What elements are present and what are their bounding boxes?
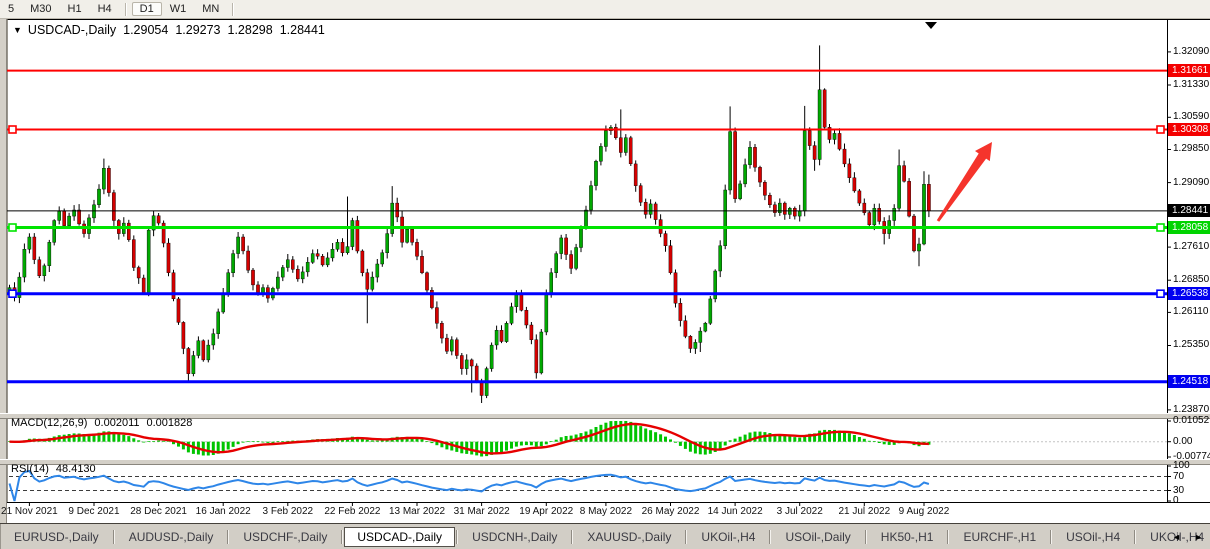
date-axis-label: 8 May 2022 bbox=[579, 506, 633, 517]
chevron-down-icon[interactable]: ▼ bbox=[13, 25, 22, 35]
chart-tab-usdchf-daily[interactable]: USDCHF-,Daily bbox=[243, 529, 328, 544]
date-axis-label: 9 Aug 2022 bbox=[898, 506, 950, 517]
chart-tab-usdcnh-daily[interactable]: USDCNH-,Daily bbox=[472, 529, 558, 544]
tab-bar-corner bbox=[0, 524, 1, 549]
chart-symbol-label: USDCAD-,Daily bbox=[27, 23, 117, 37]
tab-separator bbox=[227, 529, 230, 544]
date-axis-label: 13 Mar 2022 bbox=[388, 506, 446, 517]
tab-separator bbox=[864, 529, 867, 544]
date-axis-label: 22 Feb 2022 bbox=[324, 506, 381, 517]
timeframe-toolbar: 5 M30 H1 H4 D1 W1 MN bbox=[0, 0, 1210, 19]
pane-separator-macd[interactable] bbox=[0, 413, 1210, 419]
tab-separator bbox=[1134, 529, 1137, 544]
tab-separator bbox=[341, 529, 344, 544]
chart-title: ▼ USDCAD-,Daily 1.29054 1.29273 1.28298 … bbox=[13, 23, 325, 37]
chart-tab-eurchf-h1[interactable]: EURCHF-,H1 bbox=[963, 529, 1037, 544]
date-axis-label: 28 Dec 2021 bbox=[130, 506, 187, 517]
timeframe-button-mn[interactable]: MN bbox=[202, 3, 220, 15]
macd-label: MACD(12,26,9) 0.002011 0.001828 bbox=[11, 417, 192, 429]
date-axis-label: 14 Jun 2022 bbox=[707, 506, 763, 517]
pane-separator-rsi[interactable] bbox=[0, 459, 1210, 465]
chart-tab-ukoil-h4[interactable]: UKOil-,H4 bbox=[701, 529, 756, 544]
tab-separator bbox=[947, 529, 950, 544]
ohlc-low: 1.28298 bbox=[227, 23, 273, 37]
chart-tab-usdcad-daily[interactable]: USDCAD-,Daily bbox=[344, 526, 456, 547]
chart-plot-area[interactable] bbox=[8, 20, 1167, 502]
tab-separator bbox=[1050, 529, 1053, 544]
timeframe-button-d1[interactable]: D1 bbox=[131, 2, 162, 16]
time-axis[interactable]: 21 Nov 2021 9 Dec 2021 28 Dec 2021 16 Jan 2… bbox=[0, 503, 1210, 523]
date-axis-label: 3 Jul 2022 bbox=[776, 506, 823, 517]
ohlc-close: 1.28441 bbox=[279, 23, 325, 37]
ohlc-open: 1.29054 bbox=[123, 23, 169, 37]
tab-separator bbox=[456, 529, 459, 544]
date-axis-label: 26 May 2022 bbox=[641, 506, 700, 517]
date-axis-label: 16 Jan 2022 bbox=[195, 506, 251, 517]
macd-name: MACD(12,26,9) bbox=[11, 417, 88, 429]
tab-scroll-left-icon[interactable]: ◄ bbox=[1172, 532, 1182, 542]
chart-tab-usoil-daily[interactable]: USOil-,Daily bbox=[785, 529, 851, 544]
tab-separator bbox=[685, 529, 688, 544]
rsi-value: 48.4130 bbox=[55, 463, 96, 475]
timeframe-button-h1[interactable]: H1 bbox=[67, 3, 82, 15]
chart-tab-hk50-h1[interactable]: HK50-,H1 bbox=[880, 529, 934, 544]
chart-tab-bar: EURUSD-,Daily AUDUSD-,Daily USDCHF-,Daily U… bbox=[0, 523, 1210, 549]
rsi-name: RSI(14) bbox=[11, 463, 49, 475]
macd-signal-value: 0.001828 bbox=[146, 417, 193, 429]
chart-tab-usoil-h4[interactable]: USOil-,H4 bbox=[1066, 529, 1121, 544]
chart-tab-ukoil-h4[interactable]: UKOil-,H4 bbox=[1150, 529, 1205, 544]
ohlc-high: 1.29273 bbox=[175, 23, 221, 37]
macd-main-value: 0.002011 bbox=[94, 417, 140, 429]
timeframe-button-5[interactable]: 5 bbox=[8, 3, 15, 15]
tab-separator bbox=[769, 529, 772, 544]
tab-separator bbox=[571, 529, 574, 544]
chart-tab-xauusd-daily[interactable]: XAUUSD-,Daily bbox=[587, 529, 672, 544]
tab-scroll-right-icon[interactable]: ► bbox=[1194, 532, 1203, 542]
chart-tab-eurusd-daily[interactable]: EURUSD-,Daily bbox=[14, 529, 99, 544]
toolbar-separator bbox=[124, 2, 127, 16]
toolbar-separator bbox=[232, 2, 235, 16]
tab-scroll-arrows: ◄ ► bbox=[1172, 532, 1203, 542]
chart-tab-audusd-daily[interactable]: AUDUSD-,Daily bbox=[128, 529, 214, 544]
date-axis-label: 31 Mar 2022 bbox=[453, 506, 510, 517]
date-axis-label: 21 Jul 2022 bbox=[838, 506, 891, 517]
window-left-frame bbox=[0, 19, 7, 523]
timeframe-button-m30[interactable]: M30 bbox=[30, 3, 52, 15]
date-axis-label: 3 Feb 2022 bbox=[262, 506, 314, 517]
date-axis-label: 21 Nov 2021 bbox=[1, 506, 58, 517]
date-axis-label: 9 Dec 2021 bbox=[68, 506, 120, 517]
timeframe-button-h4[interactable]: H4 bbox=[97, 3, 112, 15]
tab-separator bbox=[112, 529, 115, 544]
date-axis-label: 19 Apr 2022 bbox=[519, 506, 574, 517]
rsi-label: RSI(14) 48.4130 bbox=[11, 463, 96, 475]
timeframe-button-w1[interactable]: W1 bbox=[169, 3, 187, 15]
